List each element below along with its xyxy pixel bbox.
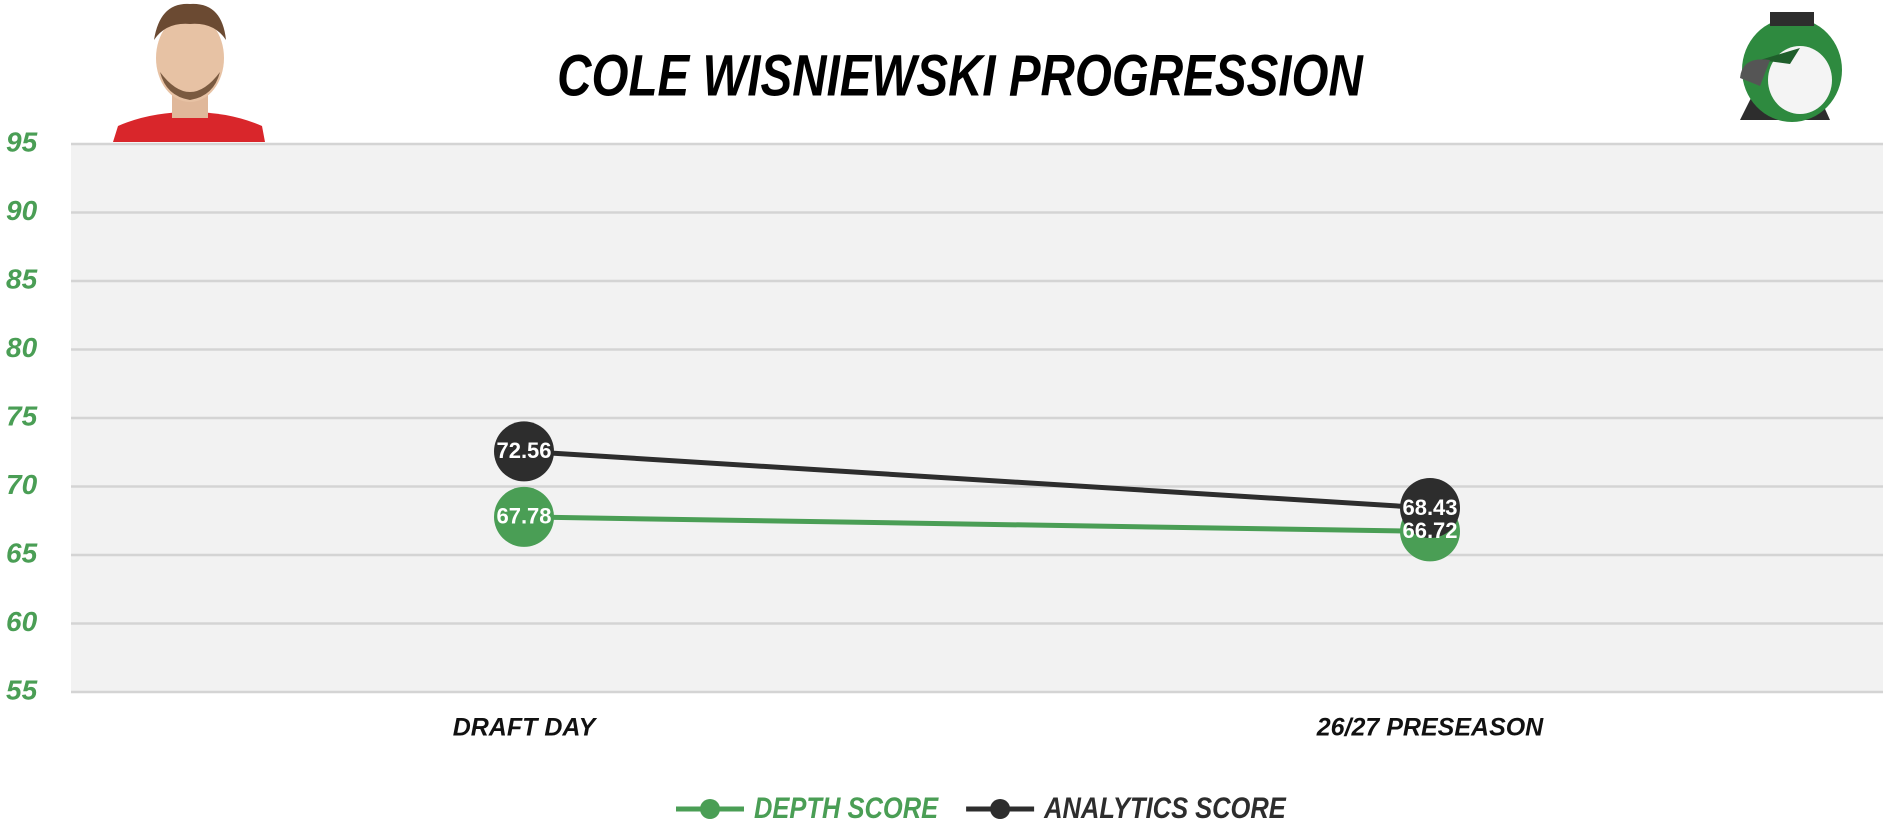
legend-marker xyxy=(990,799,1011,819)
x-tick-label: DRAFT DAY xyxy=(453,714,598,742)
player-photo xyxy=(113,3,265,142)
chart-title: COLE WISNIEWSKI PROGRESSION xyxy=(557,44,1364,109)
y-tick-label: 85 xyxy=(6,263,38,294)
data-label: 66.72 xyxy=(1402,518,1457,543)
y-tick-label: 70 xyxy=(6,469,38,500)
series-line xyxy=(523,448,1431,511)
y-tick-label: 65 xyxy=(6,537,38,568)
data-point xyxy=(494,486,554,547)
team-logo xyxy=(1740,12,1842,122)
y-tick-label: 95 xyxy=(6,126,38,157)
y-tick-label: 80 xyxy=(6,332,38,363)
series-line xyxy=(523,514,1431,534)
data-label: 67.78 xyxy=(496,504,551,529)
y-tick-label: 55 xyxy=(6,674,38,705)
data-label: 72.56 xyxy=(496,438,551,463)
legend-label: ANALYTICS SCORE xyxy=(1043,791,1287,824)
y-tick-label: 60 xyxy=(6,606,38,637)
x-tick-label: 26/27 PRESEASON xyxy=(1316,714,1544,742)
legend-label: DEPTH SCORE xyxy=(754,791,939,824)
data-point xyxy=(494,421,554,482)
y-tick-label: 75 xyxy=(6,400,38,431)
data-point xyxy=(1400,478,1460,539)
y-tick-label: 90 xyxy=(6,195,38,226)
legend-marker xyxy=(700,799,720,819)
data-label: 68.43 xyxy=(1402,495,1457,520)
